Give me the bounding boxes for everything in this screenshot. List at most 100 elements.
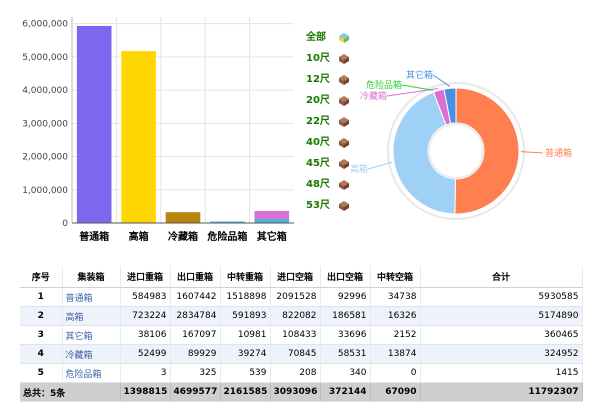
table-cell: 39274: [220, 344, 271, 364]
table-cell: 1415: [420, 363, 583, 383]
size-filter-item[interactable]: 20尺: [302, 94, 354, 108]
donut-hole: [428, 123, 484, 179]
table-cell: 13874: [370, 344, 421, 364]
table-cell: 2834784: [170, 306, 221, 326]
cube-icon: [339, 117, 349, 127]
size-filter-label: 20尺: [306, 95, 330, 106]
table-cell: 208: [270, 363, 321, 383]
cube-icon: [339, 138, 349, 148]
donut-halo: [387, 82, 525, 220]
table-cell: 822082: [270, 306, 321, 326]
table-total-cell: 1398815: [120, 382, 171, 402]
table-cell: 38106: [120, 325, 171, 345]
table-cell: 1607442: [170, 287, 221, 307]
table-cell: 33696: [320, 325, 371, 345]
size-filter-item[interactable]: 12尺: [302, 73, 354, 87]
column-header[interactable]: 进口重箱: [120, 266, 171, 288]
table-cell: 167097: [170, 325, 221, 345]
container-type-link[interactable]: 普通箱: [62, 287, 121, 307]
size-filter-item[interactable]: 45尺: [302, 157, 354, 171]
multi-cube-icon: [339, 33, 349, 43]
donut-leader-line: [432, 74, 451, 87]
table-cell: 584983: [120, 287, 171, 307]
donut-label: 危险品箱: [366, 79, 402, 91]
column-header[interactable]: 中转重箱: [220, 266, 271, 288]
y-tick-label: 4,000,000: [22, 86, 68, 96]
table-total-cell: 67090: [370, 382, 421, 402]
size-filter-item[interactable]: 10尺: [302, 52, 354, 66]
column-header[interactable]: 中转空箱: [370, 266, 421, 288]
bar-冷藏箱[interactable]: [165, 212, 201, 223]
table-total-cell: 11792307: [420, 382, 583, 402]
table-cell: 4: [20, 344, 63, 364]
table-row[interactable]: 2 高箱 723224 2834784 591893 822082 186581 16326 5…: [20, 306, 583, 326]
size-filter-item[interactable]: 48尺: [302, 178, 354, 192]
size-filter-item[interactable]: 全部: [302, 31, 354, 45]
table-cell: 3: [20, 325, 63, 345]
container-stats-table: 序号 集装箱 进口重箱 出口重箱 中转重箱 进口空箱 出口空箱 中转空箱 合计 1 普通箱 5849…: [20, 266, 583, 402]
table-cell: 5174890: [420, 306, 583, 326]
table-row[interactable]: 5 危险品箱 3 325 539 208 340 0 1415: [20, 363, 583, 383]
size-filter-label: 45尺: [306, 158, 330, 169]
bar-segment: [254, 219, 290, 223]
column-header[interactable]: 序号: [20, 266, 63, 288]
table-cell: 360465: [420, 325, 583, 345]
table-cell: 2091528: [270, 287, 321, 307]
table-row[interactable]: 1 普通箱 584983 1607442 1518898 2091528 92996 3473…: [20, 287, 583, 307]
table-total-cell: 4699577: [170, 382, 221, 402]
table-row[interactable]: 4 冷藏箱 52499 89929 39274 70845 58531 13874 324952: [20, 344, 583, 364]
table-row[interactable]: 3 其它箱 38106 167097 10981 108433 33696 2152 36046…: [20, 325, 583, 345]
size-filter-item[interactable]: 22尺: [302, 115, 354, 129]
y-tick-label: 1,000,000: [22, 186, 68, 196]
donut-label: 其它箱: [406, 69, 433, 81]
table-cell: 0: [370, 363, 421, 383]
table-cell: 16326: [370, 306, 421, 326]
column-header[interactable]: 出口空箱: [320, 266, 371, 288]
size-filter-label: 53尺: [306, 200, 330, 211]
container-type-link[interactable]: 其它箱: [62, 325, 121, 345]
table-cell: 92996: [320, 287, 371, 307]
cube-icon: [339, 75, 349, 85]
bar-普通箱[interactable]: [76, 25, 112, 223]
column-header[interactable]: 进口空箱: [270, 266, 321, 288]
table-total-cell: 3093096: [270, 382, 321, 402]
table-cell: 108433: [270, 325, 321, 345]
table-cell: 723224: [120, 306, 171, 326]
donut-leader-line: [401, 84, 433, 91]
table-cell: 539: [220, 363, 271, 383]
table-cell: 89929: [170, 344, 221, 364]
cube-icon: [339, 54, 349, 64]
donut-label: 普通箱: [545, 147, 572, 159]
table-cell: 5930585: [420, 287, 583, 307]
y-tick-label: 5,000,000: [22, 53, 68, 63]
y-tick-label: 0: [62, 219, 68, 229]
column-header[interactable]: 集装箱: [62, 266, 121, 288]
container-type-link[interactable]: 危险品箱: [62, 363, 121, 383]
size-filter-label: 22尺: [306, 116, 330, 127]
container-type-link[interactable]: 冷藏箱: [62, 344, 121, 364]
x-category-label: 其它箱: [257, 230, 287, 243]
x-category-label: 危险品箱: [207, 230, 247, 243]
size-filter-label: 48尺: [306, 179, 330, 190]
container-type-link[interactable]: 高箱: [62, 306, 121, 326]
bar-其它箱[interactable]: [254, 211, 290, 223]
donut-label: 冷藏箱: [360, 90, 387, 102]
column-header[interactable]: 出口重箱: [170, 266, 221, 288]
bar-高箱[interactable]: [121, 51, 156, 224]
bar-危险品箱[interactable]: [210, 221, 245, 224]
table-footer-row: 总共：5条 1398815 4699577 2161585 3093096 372144 6…: [20, 382, 583, 402]
table-total-cell: 2161585: [220, 382, 271, 402]
column-header[interactable]: 合计: [420, 266, 583, 288]
bar-chart: 0 1,000,000 2,000,000 3,000,000 4,000,000 5,0…: [22, 17, 294, 243]
table-header-row: 序号 集装箱 进口重箱 出口重箱 中转重箱 进口空箱 出口空箱 中转空箱 合计: [20, 266, 583, 288]
y-tick-label: 3,000,000: [22, 119, 68, 129]
size-filter-item[interactable]: 40尺: [302, 136, 354, 150]
table-cell: 34738: [370, 287, 421, 307]
cube-icon: [339, 96, 349, 106]
size-filter-item[interactable]: 53尺: [302, 199, 354, 213]
x-category-label: 冷藏箱: [168, 230, 198, 243]
cube-icon: [339, 159, 349, 169]
table-cell: 324952: [420, 344, 583, 364]
donut-leader-line: [367, 161, 393, 170]
x-category-label: 普通箱: [79, 230, 109, 243]
